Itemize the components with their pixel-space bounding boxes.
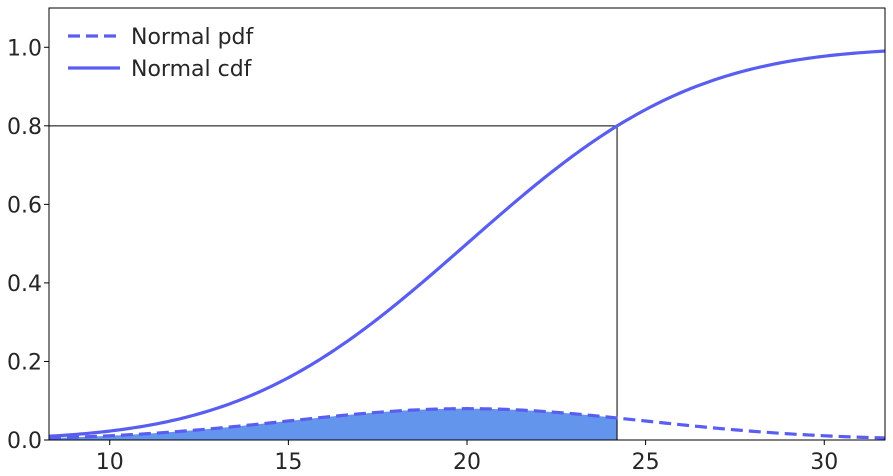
y-tick-label: 0.4 [7, 272, 42, 297]
legend-label-normal-cdf: Normal cdf [131, 57, 253, 82]
y-tick-label: 0.8 [7, 115, 42, 140]
x-tick-label: 30 [810, 450, 838, 475]
y-tick-label: 0.6 [7, 193, 42, 218]
x-tick-label: 20 [453, 450, 481, 475]
y-axis: 0.0 0.2 0.4 0.6 0.8 1.0 [7, 36, 49, 454]
y-tick-label: 0.2 [7, 350, 42, 375]
legend: Normal pdf Normal cdf [68, 25, 255, 82]
x-tick-label: 15 [274, 450, 302, 475]
y-tick-label: 1.0 [7, 36, 42, 61]
series-normal-cdf-line [48, 49, 886, 438]
x-axis: 10 15 20 25 30 [96, 440, 838, 475]
x-tick-label: 10 [96, 450, 124, 475]
quantile-reference-lines [49, 125, 618, 440]
pdf-shaded-area [49, 408, 618, 440]
y-tick-label: 0.0 [7, 429, 42, 454]
legend-label-normal-pdf: Normal pdf [131, 25, 255, 50]
series-normal-pdf-line [48, 407, 886, 440]
x-tick-label: 25 [632, 450, 660, 475]
